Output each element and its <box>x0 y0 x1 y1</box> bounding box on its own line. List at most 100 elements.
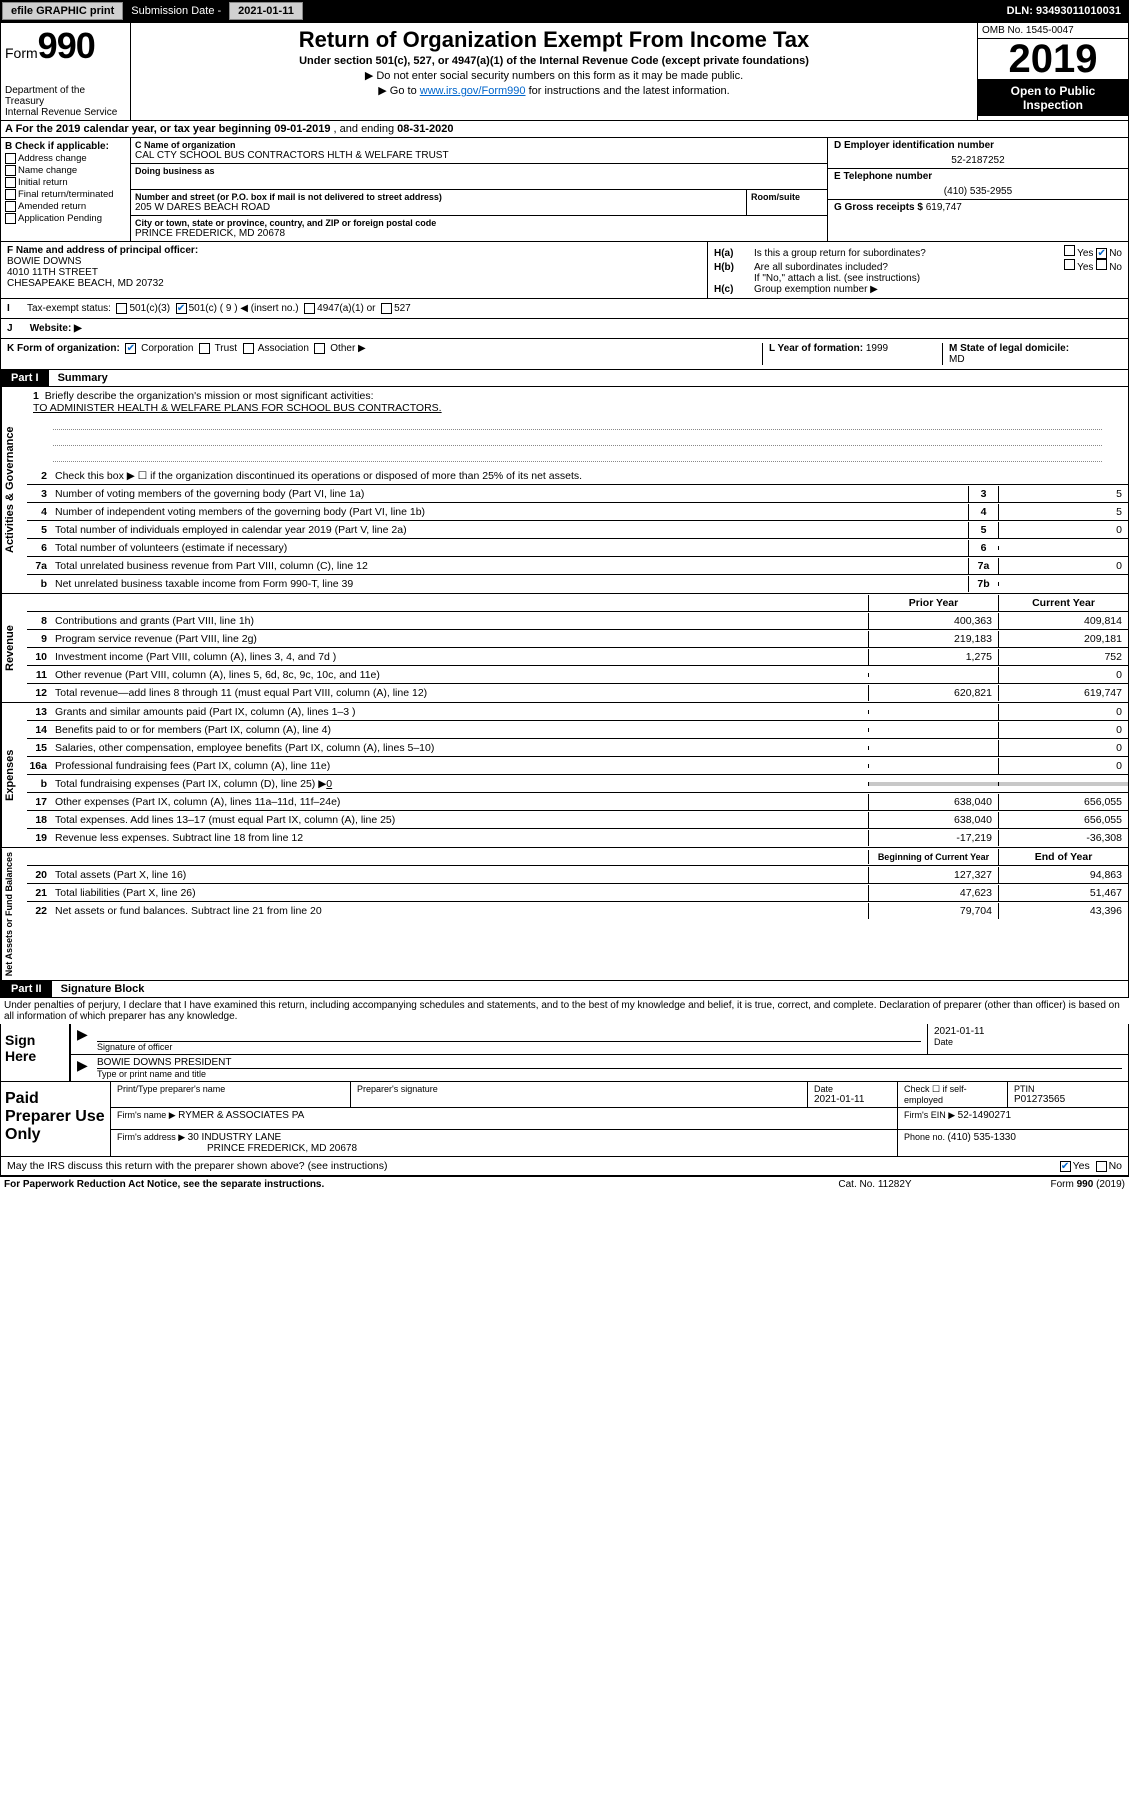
form-header: Form990 Department of the Treasury Inter… <box>0 22 1129 121</box>
check-other[interactable] <box>314 343 325 354</box>
prep-row-1: Print/Type preparer's name Preparer's si… <box>111 1082 1128 1108</box>
officer-sig-line[interactable] <box>97 1026 921 1042</box>
check-4947[interactable] <box>304 303 315 314</box>
prep-date-label: Date <box>814 1084 891 1094</box>
line-7b: bNet unrelated business taxable income f… <box>27 575 1128 593</box>
firm-phone-label: Phone no. <box>904 1132 948 1142</box>
summary-revenue: Revenue Prior YearCurrent Year 8Contribu… <box>0 594 1129 703</box>
p15 <box>868 746 998 750</box>
irs-label: Internal Revenue Service <box>5 107 126 118</box>
note-post: for instructions and the latest informat… <box>526 85 730 97</box>
check-association[interactable] <box>243 343 254 354</box>
firm-addr2: PRINCE FREDERICK, MD 20678 <box>117 1143 357 1154</box>
h-b: H(b) Are all subordinates included? Yes … <box>714 259 1122 273</box>
city-row: City or town, state or province, country… <box>131 216 827 241</box>
m-value: MD <box>949 354 965 365</box>
line-1: 1 Briefly describe the organization's mi… <box>27 387 1128 467</box>
c8: 409,814 <box>998 613 1128 629</box>
check-corporation[interactable] <box>125 343 136 354</box>
line-5: 5Total number of individuals employed in… <box>27 521 1128 539</box>
h-note: If "No," attach a list. (see instruction… <box>714 273 1122 284</box>
check-trust[interactable] <box>199 343 210 354</box>
prep-row-3: Firm's address ▶ 30 INDUSTRY LANE PRINCE… <box>111 1130 1128 1156</box>
officer-street: 4010 11TH STREET <box>7 267 701 278</box>
section-k: K Form of organization: Corporation Trus… <box>0 339 1129 370</box>
c17: 656,055 <box>998 794 1128 810</box>
k-label: K Form of organization: <box>7 343 120 354</box>
taxyear-mid: , and ending <box>334 123 398 135</box>
opt-trust: Trust <box>215 343 237 354</box>
ha-text: Is this a group return for subordinates? <box>754 248 1064 259</box>
ein-value: 52-2187252 <box>834 151 1122 166</box>
v5: 0 <box>998 522 1128 538</box>
c19: -36,308 <box>998 830 1128 846</box>
c22: 43,396 <box>998 903 1128 919</box>
check-final-return[interactable]: Final return/terminated <box>5 189 126 200</box>
tax-year: 2019 <box>978 39 1128 80</box>
discuss-no-check[interactable] <box>1096 1161 1107 1172</box>
officer-sig-name: BOWIE DOWNS PRESIDENT <box>97 1057 1122 1069</box>
line-8: 8Contributions and grants (Part VIII, li… <box>27 612 1128 630</box>
dln: DLN: 93493011010031 <box>1007 5 1129 17</box>
opt-pending: Application Pending <box>18 213 102 224</box>
l4-text: Number of independent voting members of … <box>55 506 425 518</box>
c9: 209,181 <box>998 631 1128 647</box>
p16a <box>868 764 998 768</box>
website-label: Website: ▶ <box>30 323 82 334</box>
vtab-expenses: Expenses <box>1 703 27 847</box>
ha-no-check[interactable] <box>1096 248 1107 259</box>
officer-sig-label: Signature of officer <box>97 1042 921 1052</box>
check-amended-return[interactable]: Amended return <box>5 201 126 212</box>
top-bar: efile GRAPHIC print Submission Date - 20… <box>0 0 1129 22</box>
efile-button[interactable]: efile GRAPHIC print <box>2 2 123 20</box>
vtab-netassets: Net Assets or Fund Balances <box>1 848 27 980</box>
footer-right: Form 990 (2019) <box>975 1179 1125 1190</box>
part2-bar: Part II Signature Block <box>0 981 1129 998</box>
check-name-change[interactable]: Name change <box>5 165 126 176</box>
org-name: CAL CTY SCHOOL BUS CONTRACTORS HLTH & WE… <box>135 150 823 161</box>
inspect-line2: Inspection <box>1023 98 1083 112</box>
discuss-text: May the IRS discuss this return with the… <box>7 1160 1060 1172</box>
c11: 0 <box>998 667 1128 683</box>
p17: 638,040 <box>868 794 998 810</box>
officer-city: CHESAPEAKE BEACH, MD 20732 <box>7 278 701 289</box>
check-527[interactable] <box>381 303 392 314</box>
hc-label: H(c) <box>714 284 754 295</box>
discuss-yes-check[interactable] <box>1060 1161 1071 1172</box>
submission-date-button[interactable]: 2021-01-11 <box>229 2 303 20</box>
begin-year-hdr: Beginning of Current Year <box>868 850 998 864</box>
net-hdr: Beginning of Current YearEnd of Year <box>27 848 1128 866</box>
hb-no-check[interactable] <box>1096 259 1107 270</box>
line-16b: bTotal fundraising expenses (Part IX, co… <box>27 775 1128 793</box>
check-application-pending[interactable]: Application Pending <box>5 213 126 224</box>
sig-row-2: ▶ BOWIE DOWNS PRESIDENT Type or print na… <box>71 1055 1128 1081</box>
v7a: 0 <box>998 558 1128 574</box>
ein-label: D Employer identification number <box>834 140 1122 151</box>
firm-phone: (410) 535-1330 <box>948 1132 1016 1143</box>
l-label: L Year of formation: <box>769 343 866 354</box>
f-label: F Name and address of principal officer: <box>7 245 198 256</box>
l7a-text: Total unrelated business revenue from Pa… <box>55 560 368 572</box>
prep-right: Print/Type preparer's name Preparer's si… <box>111 1082 1128 1156</box>
irs-link[interactable]: www.irs.gov/Form990 <box>420 85 526 97</box>
l12-text: Total revenue—add lines 8 through 11 (mu… <box>51 685 868 701</box>
street-row: Number and street (or P.O. box if mail i… <box>131 190 827 216</box>
p12: 620,821 <box>868 685 998 701</box>
sig-row-1: ▶ Signature of officer 2021-01-11 Date <box>71 1024 1128 1055</box>
l10-text: Investment income (Part VIII, column (A)… <box>51 649 868 665</box>
m-label: M State of legal domicile: <box>949 343 1069 354</box>
summary-governance: Activities & Governance 1 Briefly descri… <box>0 387 1129 594</box>
check-initial-return[interactable]: Initial return <box>5 177 126 188</box>
opt-other: Other ▶ <box>330 343 365 354</box>
current-year-hdr: Current Year <box>998 595 1128 611</box>
l8-text: Contributions and grants (Part VIII, lin… <box>51 613 868 629</box>
taxyear-a: A For the 2019 calendar year, or tax yea… <box>5 123 274 135</box>
check-501c3[interactable] <box>116 303 127 314</box>
check-address-change[interactable]: Address change <box>5 153 126 164</box>
ha-yes-check[interactable] <box>1064 245 1075 256</box>
section-i: I Tax-exempt status: 501(c)(3) 501(c) ( … <box>0 299 1129 319</box>
check-501c[interactable] <box>176 303 187 314</box>
hb-yes-check[interactable] <box>1064 259 1075 270</box>
ptin-label: PTIN <box>1014 1084 1122 1094</box>
c15: 0 <box>998 740 1128 756</box>
